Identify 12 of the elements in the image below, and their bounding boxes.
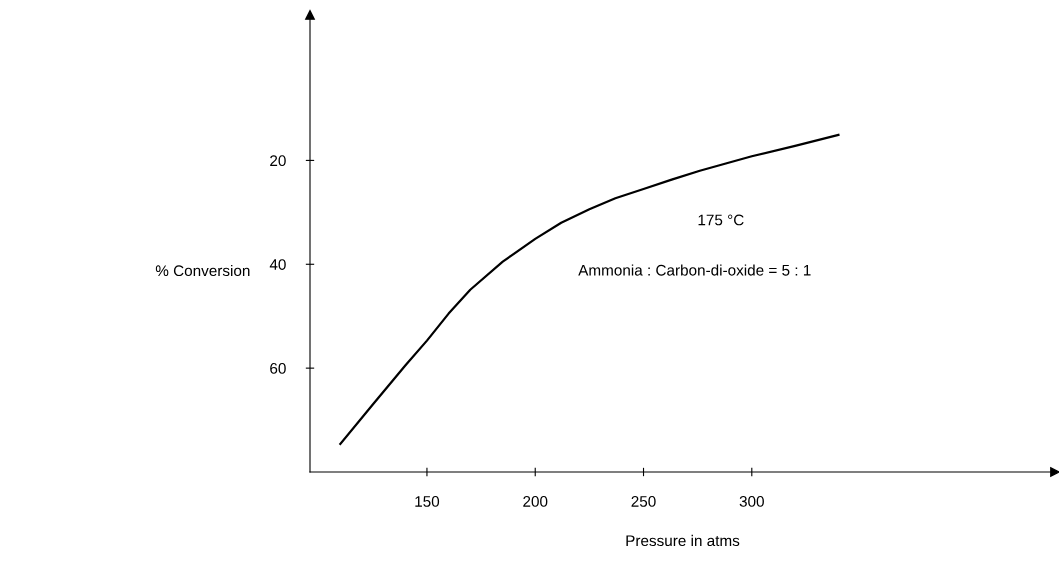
annotation: Ammonia : Carbon-di-oxide = 5 : 1 — [578, 264, 811, 276]
line-series — [339, 133, 840, 446]
x-tick-label: 200 — [523, 496, 548, 507]
x-axis-title: Pressure in atms — [626, 534, 740, 547]
x-tick-label: 150 — [415, 496, 440, 507]
y-tick-label: 40 — [269, 259, 286, 270]
y-axis-title: % Conversion — [155, 264, 250, 277]
x-tick-label: 250 — [631, 496, 656, 507]
x-tick-label: 300 — [739, 496, 764, 507]
y-tick-label: 60 — [270, 363, 286, 374]
y-tick-label: 20 — [270, 155, 286, 167]
annotation: 175 °C — [698, 214, 744, 226]
